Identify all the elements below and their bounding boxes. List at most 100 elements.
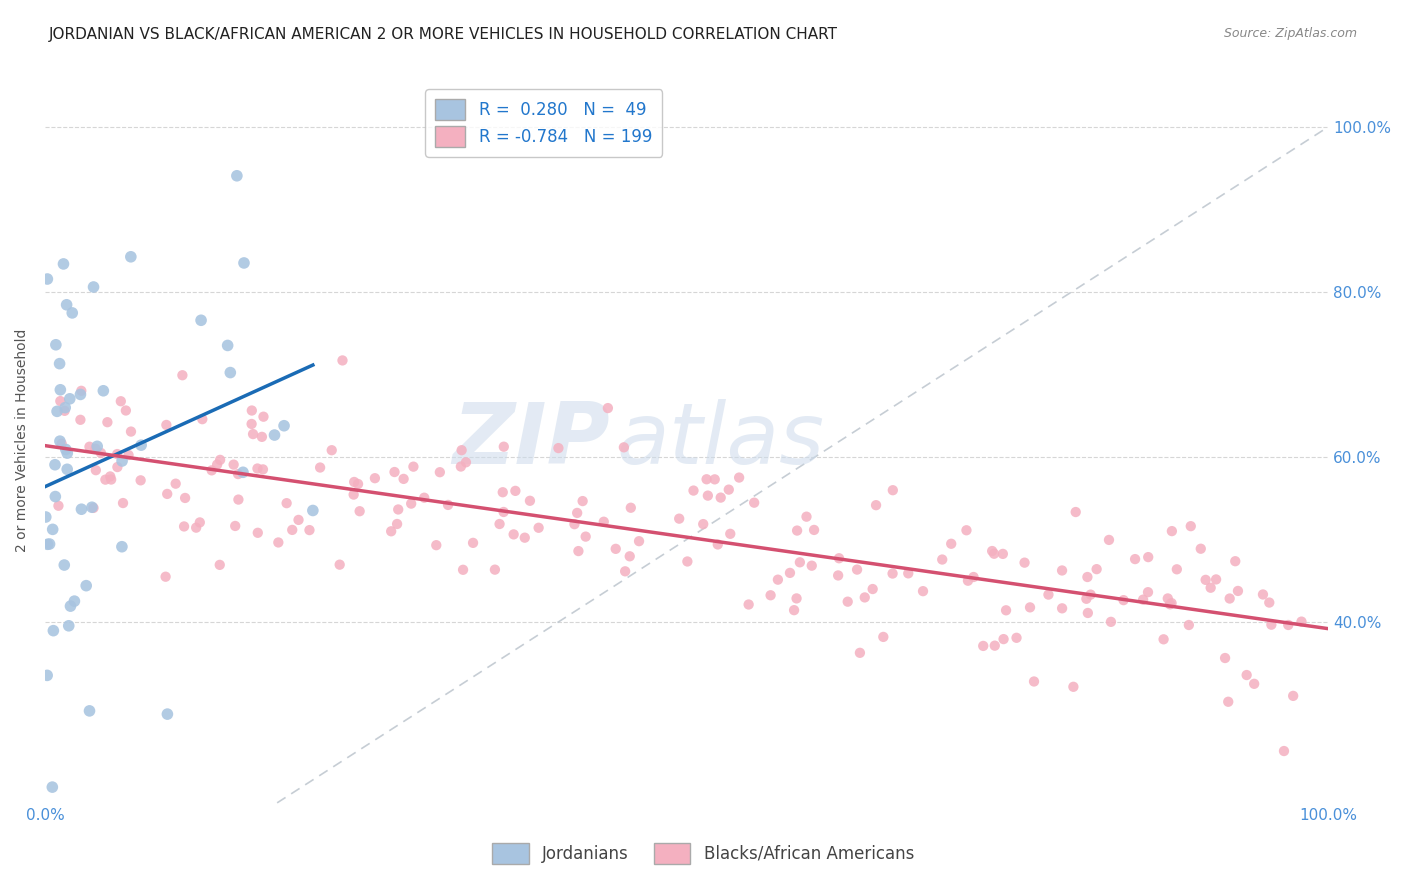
Text: ZIP: ZIP xyxy=(451,399,610,482)
Point xyxy=(120,425,142,439)
Point xyxy=(1225,554,1247,568)
Point xyxy=(1243,677,1265,691)
Point xyxy=(849,646,872,660)
Point xyxy=(429,465,451,479)
Point xyxy=(59,599,82,614)
Point xyxy=(364,471,387,485)
Point xyxy=(35,510,58,524)
Point xyxy=(1132,592,1154,607)
Point xyxy=(233,256,256,270)
Point xyxy=(993,632,1015,646)
Point xyxy=(931,552,953,566)
Point xyxy=(37,537,59,551)
Point xyxy=(1195,573,1218,587)
Point xyxy=(120,250,142,264)
Point xyxy=(692,517,714,532)
Point xyxy=(995,603,1018,617)
Point xyxy=(387,502,409,516)
Point xyxy=(1062,680,1084,694)
Point xyxy=(1137,585,1160,599)
Point xyxy=(48,499,70,513)
Point xyxy=(298,523,321,537)
Point xyxy=(343,475,366,489)
Point xyxy=(759,588,782,602)
Point xyxy=(484,563,506,577)
Point xyxy=(984,639,1007,653)
Point xyxy=(1050,601,1073,615)
Point xyxy=(58,619,80,633)
Point xyxy=(217,338,239,352)
Point xyxy=(461,536,484,550)
Point xyxy=(156,707,179,722)
Point xyxy=(384,465,406,479)
Point xyxy=(117,448,139,462)
Point xyxy=(399,497,422,511)
Point xyxy=(80,500,103,515)
Point xyxy=(252,409,274,424)
Point xyxy=(240,403,263,417)
Point xyxy=(737,598,759,612)
Point xyxy=(872,630,894,644)
Point xyxy=(222,458,245,472)
Point xyxy=(413,491,436,505)
Point xyxy=(567,506,589,520)
Point xyxy=(252,462,274,476)
Point xyxy=(156,487,179,501)
Point xyxy=(41,522,63,536)
Point xyxy=(246,461,269,475)
Point xyxy=(488,516,510,531)
Point xyxy=(94,473,117,487)
Point xyxy=(786,524,808,538)
Point xyxy=(981,544,1004,558)
Point xyxy=(115,403,138,417)
Point xyxy=(527,521,550,535)
Point xyxy=(1014,556,1036,570)
Point xyxy=(846,563,869,577)
Y-axis label: 2 or more Vehicles in Household: 2 or more Vehicles in Household xyxy=(15,329,30,552)
Point xyxy=(710,491,733,505)
Legend: R =  0.280   N =  49, R = -0.784   N = 199: R = 0.280 N = 49, R = -0.784 N = 199 xyxy=(426,89,662,157)
Point xyxy=(614,564,637,578)
Point xyxy=(1199,581,1222,595)
Point xyxy=(69,387,91,401)
Point xyxy=(1076,570,1098,584)
Point xyxy=(42,624,65,638)
Point xyxy=(75,579,97,593)
Point xyxy=(79,704,101,718)
Point xyxy=(1064,505,1087,519)
Point xyxy=(505,483,527,498)
Point xyxy=(205,458,228,472)
Point xyxy=(37,668,59,682)
Point xyxy=(83,500,105,515)
Point xyxy=(547,441,569,455)
Point xyxy=(827,568,849,582)
Point xyxy=(682,483,704,498)
Point xyxy=(956,574,979,588)
Point xyxy=(1157,591,1180,606)
Point xyxy=(79,440,101,454)
Point xyxy=(41,780,63,794)
Point xyxy=(49,434,72,449)
Point xyxy=(513,531,536,545)
Point xyxy=(45,338,67,352)
Point xyxy=(1236,668,1258,682)
Point xyxy=(962,570,984,584)
Point xyxy=(1251,587,1274,601)
Point xyxy=(862,582,884,596)
Point xyxy=(837,595,859,609)
Point xyxy=(69,413,91,427)
Point xyxy=(1112,593,1135,607)
Point xyxy=(450,459,472,474)
Point xyxy=(287,513,309,527)
Text: Source: ZipAtlas.com: Source: ZipAtlas.com xyxy=(1223,27,1357,40)
Point xyxy=(1098,533,1121,547)
Point xyxy=(44,458,66,472)
Point xyxy=(155,570,177,584)
Point xyxy=(1219,591,1241,606)
Point xyxy=(575,530,598,544)
Point xyxy=(1080,588,1102,602)
Point xyxy=(1077,606,1099,620)
Point xyxy=(605,541,627,556)
Point xyxy=(402,459,425,474)
Point xyxy=(276,496,298,510)
